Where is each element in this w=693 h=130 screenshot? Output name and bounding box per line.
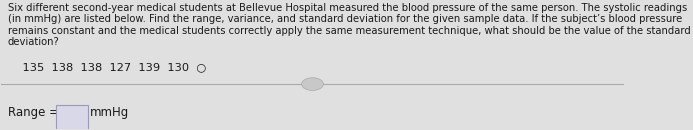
Text: 135  138  138  127  139  130  ○: 135 138 138 127 139 130 ○ [8, 62, 206, 72]
Text: mmHg: mmHg [90, 106, 130, 119]
Ellipse shape [301, 78, 324, 90]
Text: Six different second-year medical students at Bellevue Hospital measured the blo: Six different second-year medical studen… [8, 3, 690, 47]
FancyBboxPatch shape [56, 105, 89, 130]
Text: Range =: Range = [8, 106, 59, 119]
